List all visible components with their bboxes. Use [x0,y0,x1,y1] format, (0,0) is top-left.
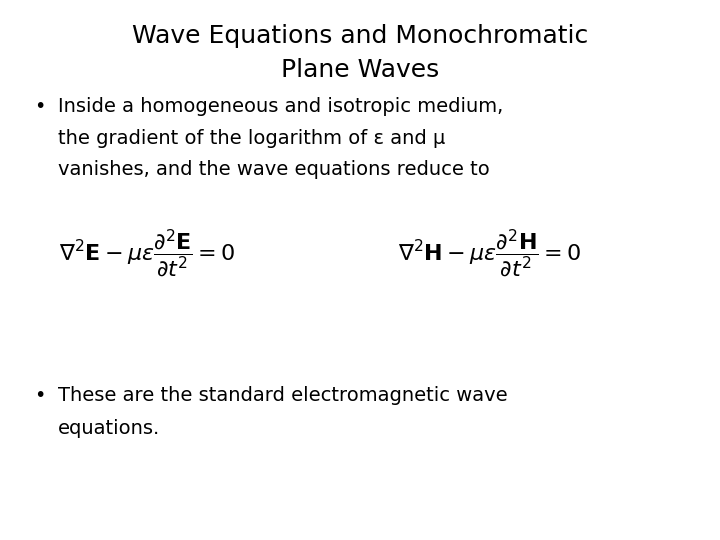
Text: Plane Waves: Plane Waves [281,58,439,82]
Text: $\nabla^2\mathbf{E} - \mu\varepsilon\dfrac{\partial^2\mathbf{E}}{\partial t^2} =: $\nabla^2\mathbf{E} - \mu\varepsilon\dfr… [59,228,236,280]
Text: These are the standard electromagnetic wave: These are the standard electromagnetic w… [58,386,507,405]
Text: Inside a homogeneous and isotropic medium,: Inside a homogeneous and isotropic mediu… [58,97,503,116]
Text: $\nabla^2\mathbf{H} - \mu\varepsilon\dfrac{\partial^2\mathbf{H}}{\partial t^2} =: $\nabla^2\mathbf{H} - \mu\varepsilon\dfr… [398,228,581,280]
Text: •: • [35,97,46,116]
Text: equations.: equations. [58,418,160,437]
Text: vanishes, and the wave equations reduce to: vanishes, and the wave equations reduce … [58,160,490,179]
Text: the gradient of the logarithm of ε and μ: the gradient of the logarithm of ε and μ [58,129,445,147]
Text: Wave Equations and Monochromatic: Wave Equations and Monochromatic [132,24,588,48]
Text: •: • [35,386,46,405]
